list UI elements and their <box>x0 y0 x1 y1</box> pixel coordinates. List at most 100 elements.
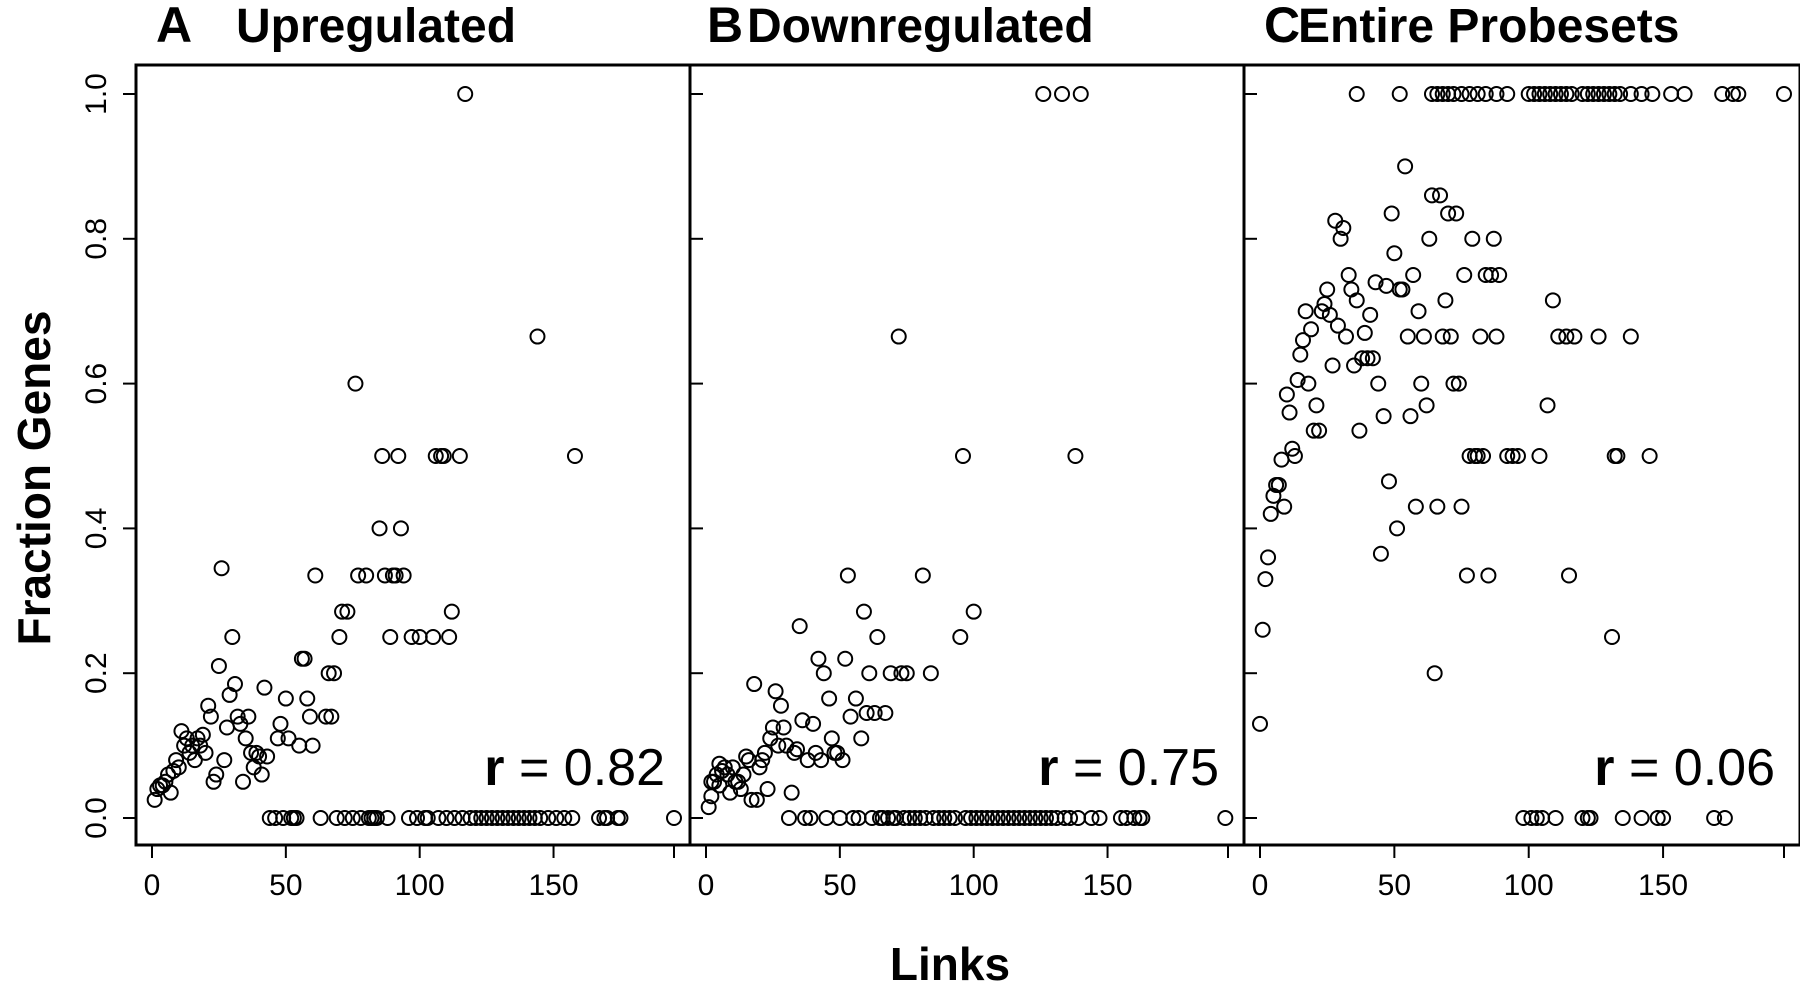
y-tick-label: 0.0 <box>80 797 113 839</box>
data-point <box>1585 86 1602 102</box>
data-point <box>1337 328 1354 345</box>
data-point <box>837 650 854 667</box>
data-point <box>780 810 797 826</box>
data-point <box>1483 267 1500 283</box>
data-point <box>1547 810 1564 826</box>
data-point <box>1595 86 1612 102</box>
data-point <box>738 748 755 765</box>
data-point <box>1475 448 1492 464</box>
data-point <box>1488 86 1505 102</box>
data-point <box>1035 86 1052 102</box>
data-point <box>347 375 364 392</box>
data-point <box>438 810 455 826</box>
data-point <box>1622 86 1639 102</box>
data-point <box>802 810 819 826</box>
plot-frame <box>688 63 1246 847</box>
data-point <box>1641 448 1658 464</box>
data-point <box>451 448 468 464</box>
data-point <box>890 328 907 345</box>
data-point <box>1429 86 1446 102</box>
data-point <box>1561 567 1578 584</box>
data-point <box>1456 267 1473 283</box>
panels: A Upregulated 0 50 100 150 0.0 0.2 0.4 0.6 0.8 1.0 r… <box>80 0 1800 902</box>
data-point <box>1126 810 1143 826</box>
data-point <box>197 744 214 761</box>
data-point <box>866 705 883 722</box>
data-point <box>221 686 238 703</box>
data-point <box>229 708 246 725</box>
data-point <box>1499 448 1516 464</box>
data-point <box>847 690 864 707</box>
data-point <box>845 810 862 826</box>
plot-frame <box>1242 63 1800 847</box>
data-point <box>834 752 851 769</box>
data-point <box>1633 810 1650 826</box>
data-point <box>842 708 859 725</box>
data-point <box>1423 187 1440 204</box>
data-point <box>1515 810 1532 826</box>
data-point <box>1590 328 1607 345</box>
x-tick-label: 100 <box>395 869 445 902</box>
data-point <box>1276 498 1293 515</box>
data-point <box>237 730 254 747</box>
data-point <box>564 810 581 826</box>
data-point <box>304 737 321 754</box>
data-point <box>374 448 391 464</box>
panel-title: Upregulated <box>236 0 516 53</box>
data-point <box>146 791 163 808</box>
data-point <box>162 784 179 801</box>
data-point <box>328 810 345 826</box>
data-point <box>984 810 1001 826</box>
data-point <box>1340 267 1357 283</box>
data-point <box>877 705 894 722</box>
data-point <box>1364 350 1381 367</box>
data-point <box>376 567 393 584</box>
data-point <box>716 759 733 776</box>
data-point <box>591 810 608 826</box>
data-point <box>248 744 265 761</box>
data-point <box>922 665 939 682</box>
data-point <box>387 567 404 584</box>
data-point <box>529 328 546 345</box>
data-point <box>296 650 313 667</box>
data-point <box>1609 448 1626 464</box>
data-point <box>1321 306 1338 323</box>
data-point <box>443 603 460 620</box>
data-point <box>805 715 822 732</box>
data-point <box>743 791 760 808</box>
data-point <box>666 810 682 826</box>
data-point <box>259 748 276 765</box>
data-point <box>331 629 348 645</box>
data-point <box>1083 810 1100 826</box>
data-point <box>1676 86 1693 102</box>
data-point <box>1469 448 1486 464</box>
data-point <box>930 810 947 826</box>
data-point <box>821 690 838 707</box>
data-point <box>170 759 187 776</box>
data-point <box>1348 292 1365 309</box>
data-point <box>751 759 768 776</box>
data-point <box>272 715 289 732</box>
data-point <box>1391 86 1408 102</box>
data-point <box>202 708 219 725</box>
data-point <box>1319 281 1336 298</box>
panel-letter: C <box>1264 0 1300 53</box>
data-point <box>1308 397 1325 414</box>
data-point <box>700 799 717 816</box>
data-point <box>954 448 971 464</box>
data-point <box>194 726 211 743</box>
data-point <box>1539 397 1556 414</box>
data-point <box>1415 328 1432 345</box>
data-point <box>791 618 808 635</box>
data-point <box>1579 86 1596 102</box>
data-point <box>1016 810 1033 826</box>
data-point <box>1528 810 1545 826</box>
data-point <box>914 567 931 584</box>
panel-letter: A <box>156 0 192 53</box>
data-point <box>1270 476 1287 493</box>
x-tick-label: 100 <box>1504 869 1554 902</box>
data-point <box>1590 86 1607 102</box>
data-point <box>1429 498 1446 515</box>
x-tick-label: 150 <box>1083 869 1133 902</box>
data-point <box>1397 158 1414 175</box>
